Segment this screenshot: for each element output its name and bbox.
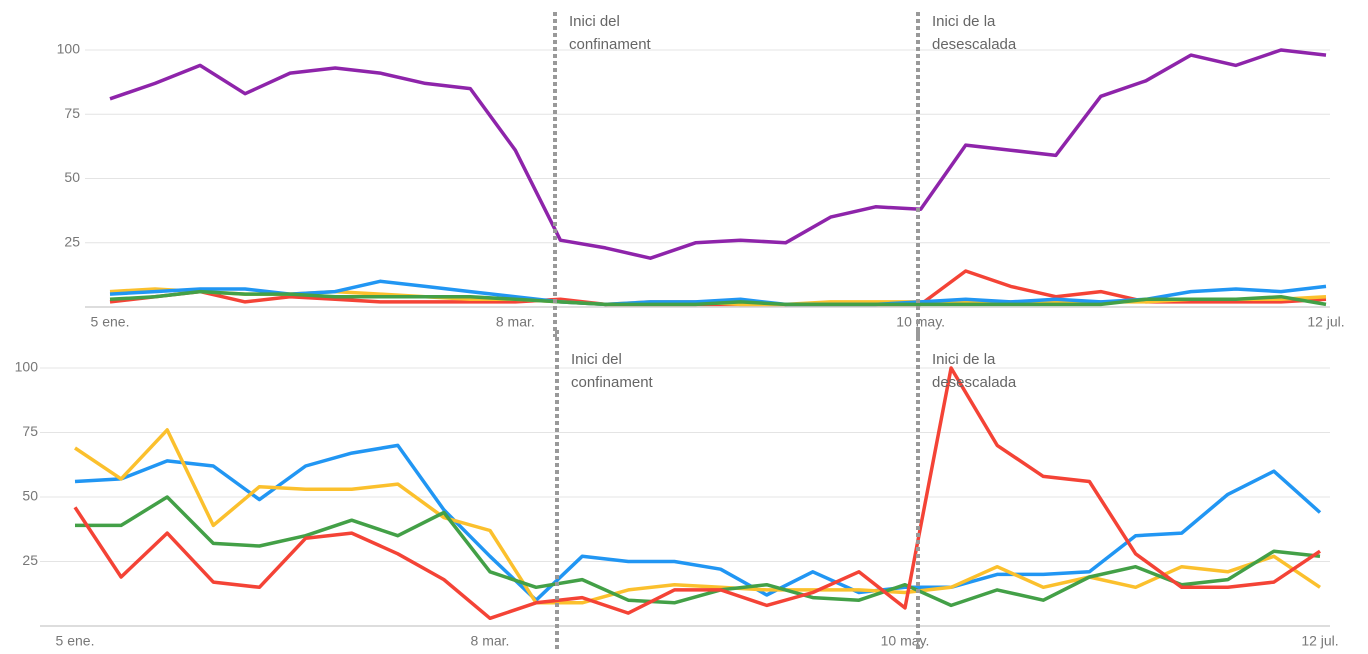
annotation-text: desescalada (932, 36, 1017, 53)
annotation-text: Inici de la (932, 13, 996, 30)
x-tick-label: 10 may. (881, 633, 930, 649)
y-tick-label: 75 (22, 423, 38, 439)
x-tick-label: 12 jul. (1301, 633, 1338, 649)
series-line (73, 366, 1321, 621)
x-tick-label: 8 mar. (471, 633, 510, 649)
annotation-text: Inici del (569, 13, 620, 30)
annotation-text: confinament (569, 36, 652, 53)
series-line (74, 443, 1322, 602)
annotation-text: Inici del (571, 351, 622, 368)
y-tick-label: 50 (22, 488, 38, 504)
y-tick-label: 25 (22, 552, 38, 568)
y-tick-label: 50 (64, 169, 80, 185)
annotation-text: confinament (571, 374, 654, 391)
x-tick-label: 8 mar. (496, 314, 535, 330)
series-line (74, 428, 1321, 605)
y-tick-label: 25 (64, 233, 80, 249)
y-tick-label: 75 (64, 105, 80, 121)
series-line (75, 495, 1321, 608)
x-tick-label: 5 ene. (91, 314, 130, 330)
x-tick-label: 10 may. (896, 314, 945, 330)
annotation-text: desescalada (932, 374, 1017, 391)
x-tick-label: 5 ene. (56, 633, 95, 649)
x-tick-label: 12 jul. (1307, 314, 1344, 330)
series-line (109, 48, 1327, 260)
y-tick-label: 100 (15, 359, 39, 375)
annotation-text: Inici de la (932, 351, 996, 368)
y-tick-label: 100 (57, 41, 81, 57)
series-line (109, 289, 1327, 307)
